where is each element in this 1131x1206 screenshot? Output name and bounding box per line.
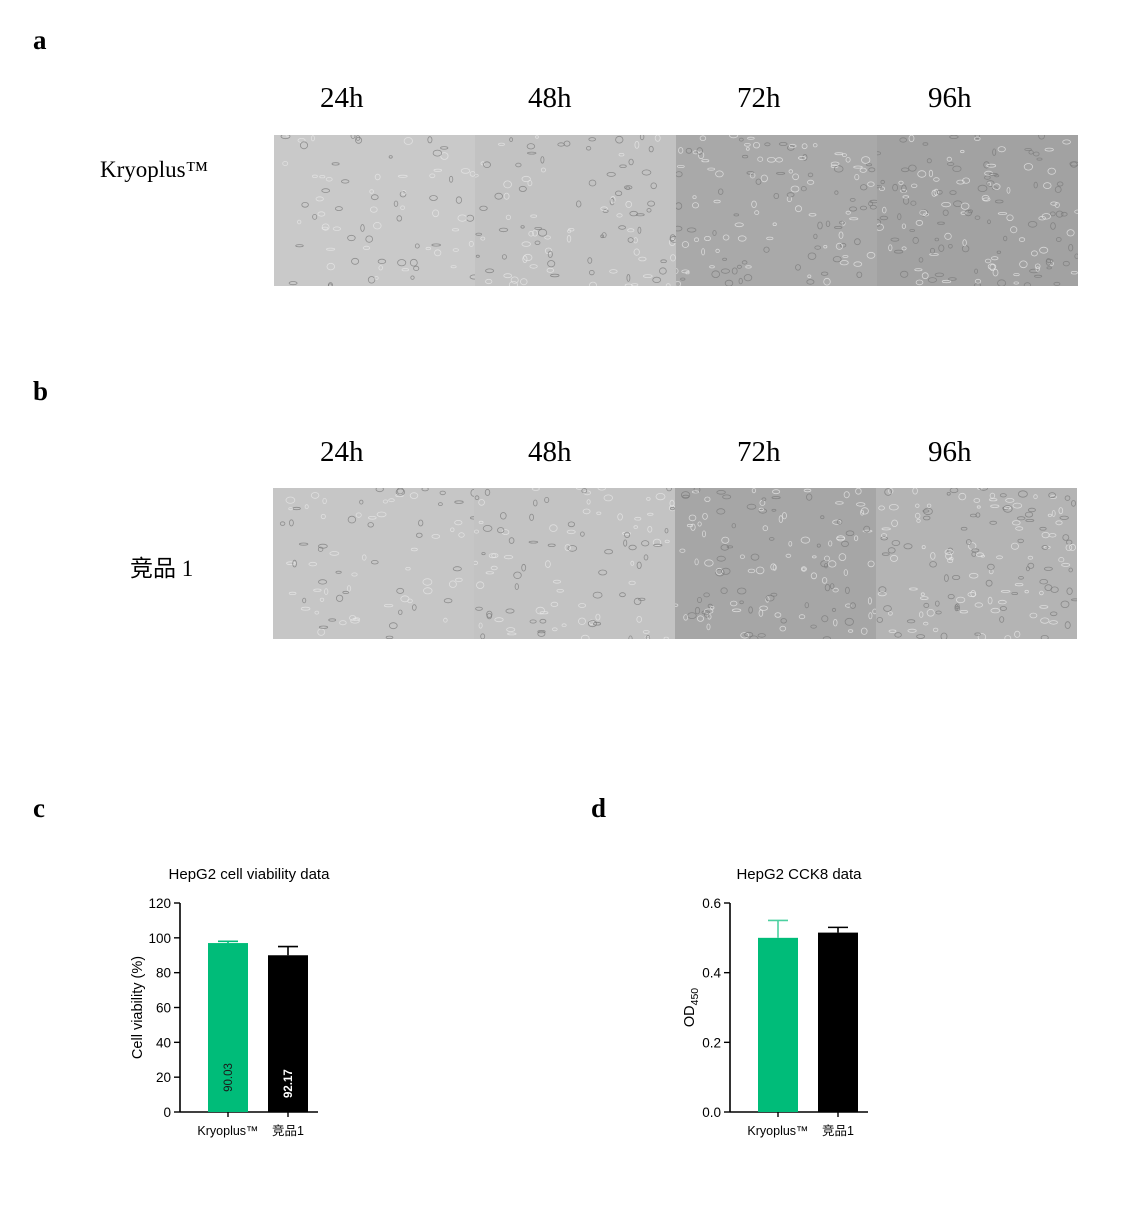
y-tick-label: 60 [156, 1001, 171, 1016]
chart-d-svg: HepG2 CCK8 data 0.0 0.2 0.4 0.6 OD450 Kryoplus… [682, 866, 868, 1138]
panel-b-time-96h: 96h [928, 436, 972, 468]
y-tick-label: 20 [156, 1070, 171, 1085]
bar [208, 943, 248, 1112]
y-tick-label: 0 [163, 1105, 171, 1120]
y-tick-label: 120 [148, 896, 171, 911]
chart-c-svg: HepG2 cell viability data 0 20 40 60 80 100 120… [130, 866, 331, 1138]
panel-a-letter: a [33, 25, 47, 55]
chart-title: HepG2 CCK8 data [736, 866, 862, 883]
panel-b-micrograph-strip [273, 488, 1077, 639]
x-category-label: 竞品1 [822, 1124, 854, 1138]
micrograph-texture [876, 488, 1077, 639]
bar-value-label: 90.03 [223, 1063, 235, 1092]
bar [818, 932, 858, 1112]
bar-value-label: 92.17 [283, 1069, 295, 1098]
panel-b-time-24h: 24h [320, 436, 364, 468]
micrograph-texture [676, 135, 877, 286]
micrograph-b-72h [675, 488, 876, 639]
y-tick-label: 0.6 [702, 896, 721, 911]
panel-a-time-24h: 24h [320, 82, 364, 114]
micrograph-a-96h [877, 135, 1078, 286]
x-category-label: Kryoplus™ [747, 1124, 808, 1138]
panel-b-time-72h: 72h [737, 436, 781, 468]
micrograph-texture [273, 488, 474, 639]
panel-b-letter: b [33, 376, 49, 406]
micrograph-a-72h [676, 135, 877, 286]
y-axis-label-subscript: 450 [689, 988, 701, 1006]
y-axis-label: OD450 [682, 988, 701, 1027]
bar [268, 955, 308, 1112]
y-tick-label: 0.2 [702, 1035, 721, 1050]
micrograph-b-96h [876, 488, 1077, 639]
bar [758, 937, 798, 1112]
micrograph-texture [274, 135, 475, 286]
chart-cck8: HepG2 CCK8 data 0.0 0.2 0.4 0.6 OD450 Kryoplus… [660, 855, 930, 1160]
micrograph-texture [474, 488, 675, 639]
panel-a-time-96h: 96h [928, 82, 972, 114]
chart-cell-viability: HepG2 cell viability data 0 20 40 60 80 100 120… [110, 855, 380, 1160]
micrograph-b-48h [474, 488, 675, 639]
y-axis-label: Cell viability (%) [130, 956, 146, 1059]
micrograph-a-48h [475, 135, 676, 286]
panel-b-row-label: 竞品 1 [130, 556, 194, 581]
y-tick-label: 0.0 [702, 1105, 721, 1120]
y-tick-label: 100 [148, 931, 171, 946]
micrograph-texture [475, 135, 676, 286]
panel-a-time-48h: 48h [528, 82, 572, 114]
x-category-label: 竞品1 [272, 1124, 304, 1138]
chart-title: HepG2 cell viability data [169, 866, 331, 883]
y-tick-label: 40 [156, 1035, 171, 1050]
x-category-label: Kryoplus™ [197, 1124, 258, 1138]
micrograph-texture [877, 135, 1078, 286]
micrograph-b-24h [273, 488, 474, 639]
panel-d-letter: d [591, 793, 607, 823]
panel-a-micrograph-strip [274, 135, 1078, 286]
panel-a-row-label: Kryoplus™ [100, 157, 209, 182]
y-tick-label: 0.4 [702, 966, 721, 981]
y-tick-label: 80 [156, 966, 171, 981]
micrograph-a-24h [274, 135, 475, 286]
micrograph-texture [675, 488, 876, 639]
panel-c-letter: c [33, 793, 45, 823]
panel-b-time-48h: 48h [528, 436, 572, 468]
panel-a-time-72h: 72h [737, 82, 781, 114]
